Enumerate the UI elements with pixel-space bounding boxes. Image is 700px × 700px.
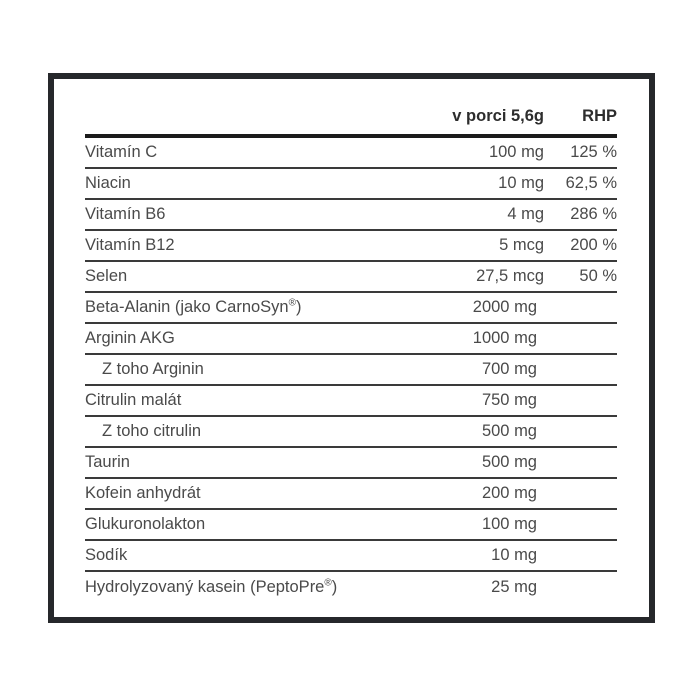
- table-row: Citrulin malát 750 mg: [85, 386, 617, 417]
- ingredient-name: Taurin: [85, 453, 130, 471]
- ingredient-name: Beta-Alanin (jako CarnoSyn®): [85, 297, 302, 316]
- amount-per-serving-value: 500 mg: [481, 422, 537, 440]
- rhp-percent-value: 50 %: [579, 267, 617, 285]
- ingredient-name: Niacin: [85, 174, 131, 192]
- table-row: Hydrolyzovaný kasein (PeptoPre®) 25 mg: [85, 572, 617, 603]
- amount-per-serving-value: 2000 mg: [472, 298, 537, 316]
- amount-per-serving-value: 5 mcg: [499, 236, 544, 254]
- ingredient-name: Vitamín B12: [85, 236, 175, 254]
- rhp-percent-value: 286 %: [570, 205, 617, 223]
- table-row: Z toho citrulin 500 mg: [85, 417, 617, 448]
- table-header: v porci 5,6g RHP: [85, 79, 617, 138]
- table-row: Kofein anhydrát 200 mg: [85, 479, 617, 510]
- amount-per-serving-value: 25 mg: [491, 578, 537, 596]
- amount-per-serving-value: 700 mg: [481, 360, 537, 378]
- ingredient-name: Glukuronolakton: [85, 515, 206, 533]
- table-row: Z toho Arginin 700 mg: [85, 355, 617, 386]
- ingredient-name: Z toho citrulin: [102, 422, 202, 440]
- rhp-percent-value: 62,5 %: [565, 174, 617, 192]
- ingredient-name: Hydrolyzovaný kasein (PeptoPre®): [85, 577, 338, 596]
- amount-per-serving-value: 4 mg: [507, 205, 544, 223]
- amount-per-serving-value: 100 mg: [481, 515, 537, 533]
- table-body: Vitamín C 100 mg 125 % Niacin 10 mg 62,5 % Vit…: [85, 138, 617, 603]
- registered-trademark-mark: ®: [324, 577, 332, 589]
- table-row: Selen 27,5 mcg 50 %: [85, 262, 617, 293]
- ingredient-name: Selen: [85, 267, 128, 285]
- nutrition-facts-panel: v porci 5,6g RHP Vitamín C 100 mg 125 % Nia…: [48, 73, 655, 623]
- table-row: Sodík 10 mg: [85, 541, 617, 572]
- registered-trademark-mark: ®: [288, 297, 296, 309]
- nutrition-facts-content: v porci 5,6g RHP Vitamín C 100 mg 125 % Nia…: [54, 79, 649, 617]
- rhp-percent-value: 200 %: [570, 236, 617, 254]
- table-row: Glukuronolakton 100 mg: [85, 510, 617, 541]
- rhp-percent-value: 125 %: [570, 143, 617, 161]
- table-row: Beta-Alanin (jako CarnoSyn®) 2000 mg: [85, 293, 617, 324]
- ingredient-name: Z toho Arginin: [102, 360, 204, 378]
- amount-per-serving-value: 10 mg: [498, 174, 544, 192]
- table-row: Vitamín B6 4 mg 286 %: [85, 200, 617, 231]
- ingredient-name: Kofein anhydrát: [85, 484, 201, 502]
- amount-per-serving-value: 1000 mg: [472, 329, 537, 347]
- table-row: Arginin AKG 1000 mg: [85, 324, 617, 355]
- column-header-rhp: RHP: [582, 107, 617, 125]
- table-row: Taurin 500 mg: [85, 448, 617, 479]
- amount-per-serving-value: 27,5 mcg: [476, 267, 544, 285]
- ingredient-name: Arginin AKG: [85, 329, 175, 347]
- amount-per-serving-value: 100 mg: [488, 143, 544, 161]
- amount-per-serving-value: 750 mg: [481, 391, 537, 409]
- table-row: Vitamín B12 5 mcg 200 %: [85, 231, 617, 262]
- column-header-per-serving: v porci 5,6g: [452, 107, 544, 125]
- ingredient-name: Vitamín C: [85, 143, 158, 161]
- ingredient-name: Citrulin malát: [85, 391, 182, 409]
- amount-per-serving-value: 200 mg: [481, 484, 537, 502]
- amount-per-serving-value: 10 mg: [491, 546, 537, 564]
- ingredient-name: Sodík: [85, 546, 128, 564]
- table-row: Vitamín C 100 mg 125 %: [85, 138, 617, 169]
- amount-per-serving-value: 500 mg: [481, 453, 537, 471]
- ingredient-name: Vitamín B6: [85, 205, 166, 223]
- table-row: Niacin 10 mg 62,5 %: [85, 169, 617, 200]
